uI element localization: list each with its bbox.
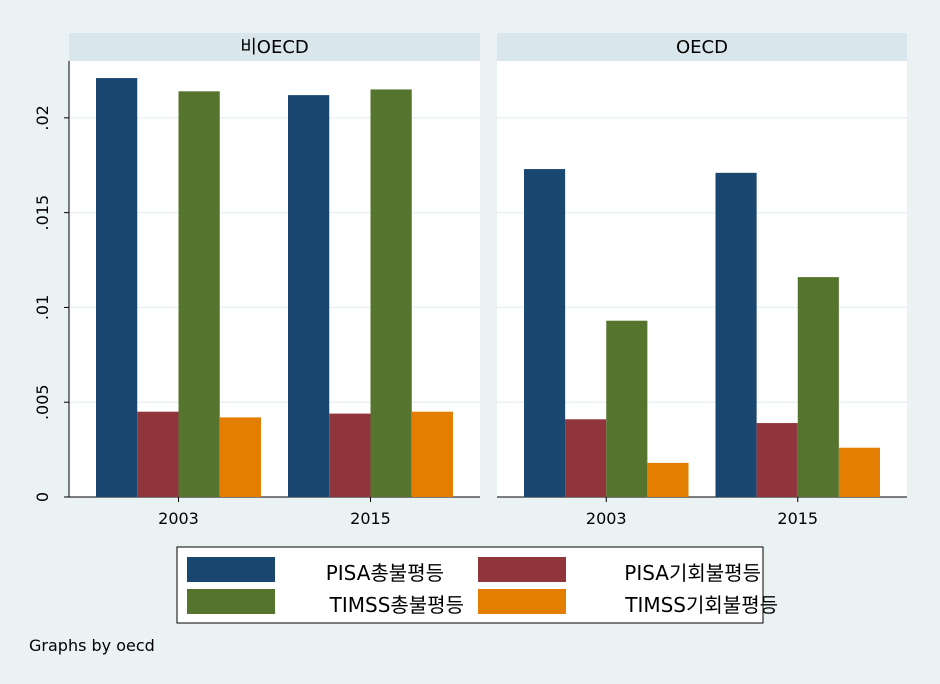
legend-key-2 xyxy=(478,557,566,582)
bar-oecd-2003-series-3 xyxy=(179,91,220,497)
panels-layer: 비OECD 2003 2015 OECD 2003 2015 xyxy=(69,33,907,528)
bar-oecd-2015-series-2 xyxy=(329,414,370,497)
legend-key-1 xyxy=(187,557,275,582)
bar-oecd-2003-series-2 xyxy=(137,412,178,497)
x-tick-label: 2003 xyxy=(158,509,199,528)
bar-oecd-2003-series-1 xyxy=(96,78,137,497)
bar-oecd-2003-series-1 xyxy=(524,169,565,497)
bar-oecd-2015-series-1 xyxy=(288,95,329,497)
bar-oecd-2003-series-4 xyxy=(220,417,261,497)
legend-key-4 xyxy=(478,589,566,614)
legend-key-3 xyxy=(187,589,275,614)
bar-oecd-2015-series-2 xyxy=(757,423,798,497)
legend-label-1: PISA총불평등 xyxy=(326,561,444,585)
y-tick-label: .01 xyxy=(33,295,52,320)
bar-oecd-2015-series-4 xyxy=(412,412,453,497)
bar-oecd-2015-series-3 xyxy=(798,277,839,497)
x-tick-label: 2015 xyxy=(350,509,391,528)
bar-oecd-2015-series-3 xyxy=(371,89,412,497)
legend: PISA총불평등 PISA기회불평등 TIMSS총불평등 TIMSS기회불평등 xyxy=(177,547,778,623)
bar-oecd-2003-series-2 xyxy=(565,419,606,497)
chart-note: Graphs by oecd xyxy=(29,636,155,655)
y-tick-label: .015 xyxy=(33,195,52,231)
bar-oecd-2003-series-4 xyxy=(647,463,688,497)
legend-label-4: TIMSS기회불평등 xyxy=(624,593,778,617)
x-tick-label: 2015 xyxy=(777,509,818,528)
legend-label-2: PISA기회불평등 xyxy=(624,561,761,585)
y-tick-label: .005 xyxy=(33,384,52,420)
x-tick-label: 2003 xyxy=(586,509,627,528)
y-axis: 0 .005 .01 .015 .02 xyxy=(33,61,69,502)
bar-oecd-2003-series-3 xyxy=(606,321,647,497)
bar-oecd-2015-series-1 xyxy=(716,173,757,497)
panel-title: 비OECD xyxy=(240,37,309,58)
y-tick-label: 0 xyxy=(33,492,52,502)
panel-2: OECD 2003 2015 xyxy=(497,33,907,528)
panel-1: 비OECD 2003 2015 xyxy=(69,33,480,528)
panel-title: OECD xyxy=(676,37,728,58)
bar-oecd-2015-series-4 xyxy=(839,448,880,497)
y-tick-label: .02 xyxy=(33,105,52,130)
legend-label-3: TIMSS총불평등 xyxy=(329,593,464,617)
